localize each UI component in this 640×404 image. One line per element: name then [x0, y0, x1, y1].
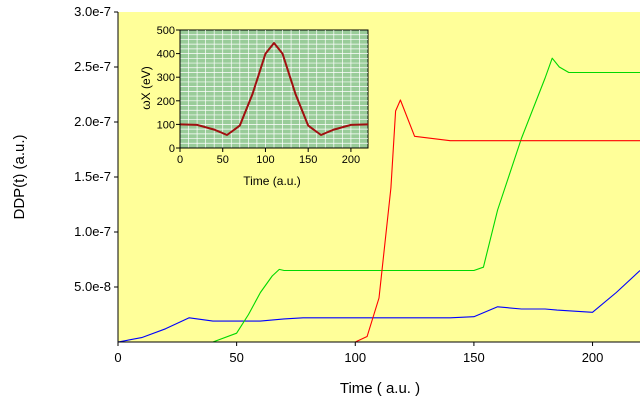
inset-y-tick-label: 400 — [157, 49, 175, 61]
inset-y-tick-label: 200 — [157, 96, 175, 108]
inset-x-tick-label: 100 — [256, 154, 274, 166]
inset-x-tick-label: 0 — [177, 154, 183, 166]
inset-x-tick-label: 50 — [217, 154, 229, 166]
main-x-tick-label: 0 — [114, 350, 121, 365]
inset-y-tick-label: 500 — [157, 25, 175, 37]
main-x-tick-label: 150 — [463, 350, 485, 365]
inset-x-ticks: 0 50 100 150 200 — [177, 148, 360, 166]
main-x-tick-label: 50 — [229, 350, 243, 365]
inset-y-axis-label: ωX (eV) — [139, 66, 153, 109]
inset-series-group — [179, 42, 369, 136]
inset-x-axis-label: Time (a.u.) — [243, 174, 301, 188]
inset-plot: 0 50 100 150 200 0 100 200 300 400 500 Time (a.u.… — [139, 25, 369, 188]
main-plot: 0 50 100 150 200 5.0e-8 1.0e-7 1.5e-7 2.0e-7 2.5… — [11, 4, 640, 397]
main-y-tick-label: 2.5e-7 — [74, 59, 111, 74]
inset-grid — [180, 30, 368, 148]
inset-series-line-0 — [179, 42, 369, 136]
main-y-tick-label: 5.0e-8 — [74, 279, 111, 294]
inset-x-tick-label: 200 — [342, 154, 360, 166]
inset-axes — [179, 30, 368, 149]
y-axis-label: DDP(t) (a.u.) — [11, 134, 28, 219]
inset-y-tick-label: 0 — [169, 143, 175, 155]
main-x-tick-label: 200 — [582, 350, 604, 365]
main-y-tick-label: 1.0e-7 — [74, 224, 111, 239]
main-y-tick-label: 3.0e-7 — [74, 4, 111, 19]
main-x-ticks: 0 50 100 150 200 — [114, 342, 603, 365]
main-series-line-0 — [117, 270, 640, 343]
inset-y-tick-label: 300 — [157, 72, 175, 84]
main-y-tick-label: 1.5e-7 — [74, 169, 111, 184]
main-x-tick-label: 100 — [344, 350, 366, 365]
main-y-ticks: 5.0e-8 1.0e-7 1.5e-7 2.0e-7 2.5e-7 3.0e-7 — [74, 4, 118, 294]
main-series-group — [117, 57, 640, 343]
inset-x-tick-label: 150 — [299, 154, 317, 166]
x-axis-label: Time ( a.u. ) — [340, 380, 420, 397]
main-y-tick-label: 2.0e-7 — [74, 114, 111, 129]
inset-y-tick-label: 100 — [157, 119, 175, 131]
main-series-line-1 — [118, 57, 640, 343]
inset-y-ticks: 0 100 200 300 400 500 — [157, 25, 180, 155]
main-series-line-2 — [118, 99, 640, 343]
